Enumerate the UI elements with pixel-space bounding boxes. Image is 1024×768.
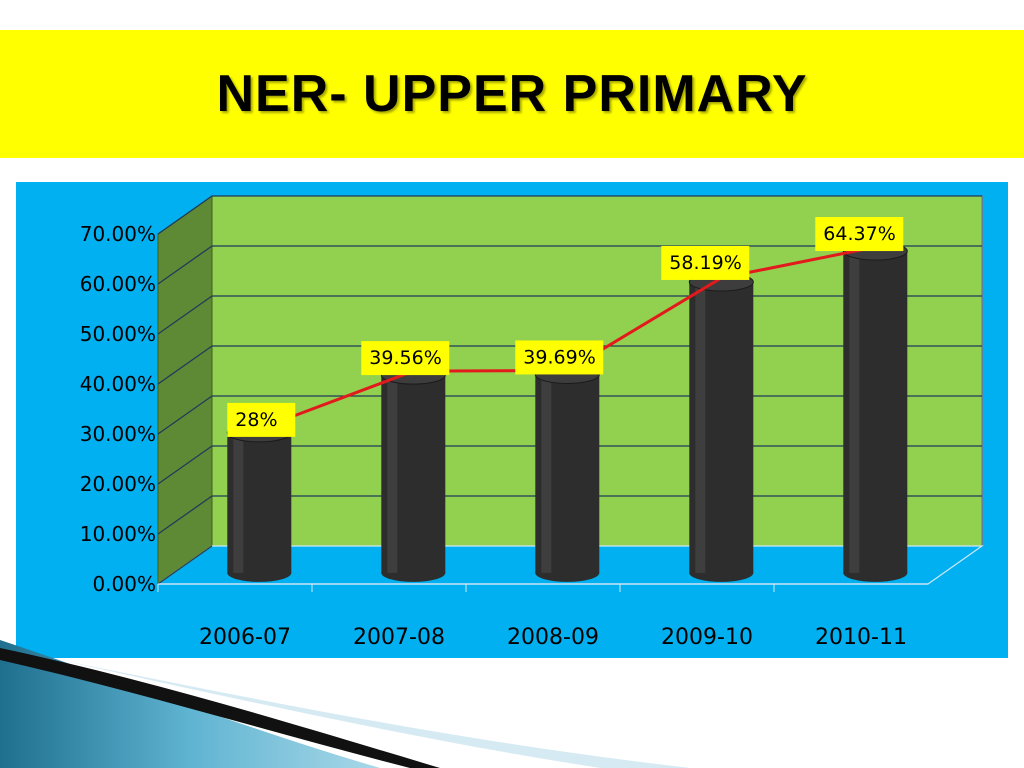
gridline-side (157, 545, 213, 585)
y-tick-label: 0.00% (92, 572, 156, 596)
bar-highlight (695, 281, 706, 573)
gridline-side (157, 345, 213, 385)
data-label-box (515, 340, 604, 375)
x-tick-label: 2007-08 (353, 625, 445, 650)
data-label: 58.19% (669, 252, 741, 274)
y-tick-label: 10.00% (80, 522, 156, 546)
data-label: 39.56% (369, 347, 441, 369)
gridline-side (157, 495, 213, 535)
data-label-box (361, 341, 450, 376)
y-tick-label: 70.00% (80, 222, 156, 246)
slide-title: NER- UPPER PRIMARY (216, 65, 808, 123)
data-label-box (227, 402, 296, 437)
y-tick-label: 40.00% (80, 372, 156, 396)
title-band: NER- UPPER PRIMARY (0, 30, 1024, 158)
gridline-side (157, 195, 213, 235)
gridline-side (157, 445, 213, 485)
data-label: 28% (235, 409, 277, 431)
x-tick-label: 2010-11 (815, 625, 907, 650)
gridline-side (157, 395, 213, 435)
plot-side-wall (157, 195, 213, 585)
bar-highlight (387, 375, 398, 573)
y-tick-label: 30.00% (80, 422, 156, 446)
y-tick-label: 50.00% (80, 322, 156, 346)
gridline-side (157, 245, 213, 285)
chart-svg: 0.00% 10.00% 20.00% 30.00% 40.00% 50.00% 60.00… (80, 195, 984, 650)
data-label-box (815, 217, 904, 252)
x-tick-label: 2008-09 (507, 625, 599, 650)
bar-highlight (233, 432, 244, 573)
y-tick-label: 60.00% (80, 272, 156, 296)
data-label: 64.37% (823, 223, 895, 245)
data-label-box (661, 245, 750, 280)
x-tick-label: 2009-10 (661, 625, 753, 650)
y-tick-label: 20.00% (80, 472, 156, 496)
data-label: 39.69% (523, 346, 595, 368)
x-tick-label: 2006-07 (199, 625, 291, 650)
bar-highlight (541, 374, 552, 573)
gridline-side (157, 295, 213, 335)
bar-highlight (849, 251, 860, 573)
decorative-swoosh (0, 640, 690, 768)
chart-panel: 0.00% 10.00% 20.00% 30.00% 40.00% 50.00% 60.00… (16, 182, 1008, 658)
